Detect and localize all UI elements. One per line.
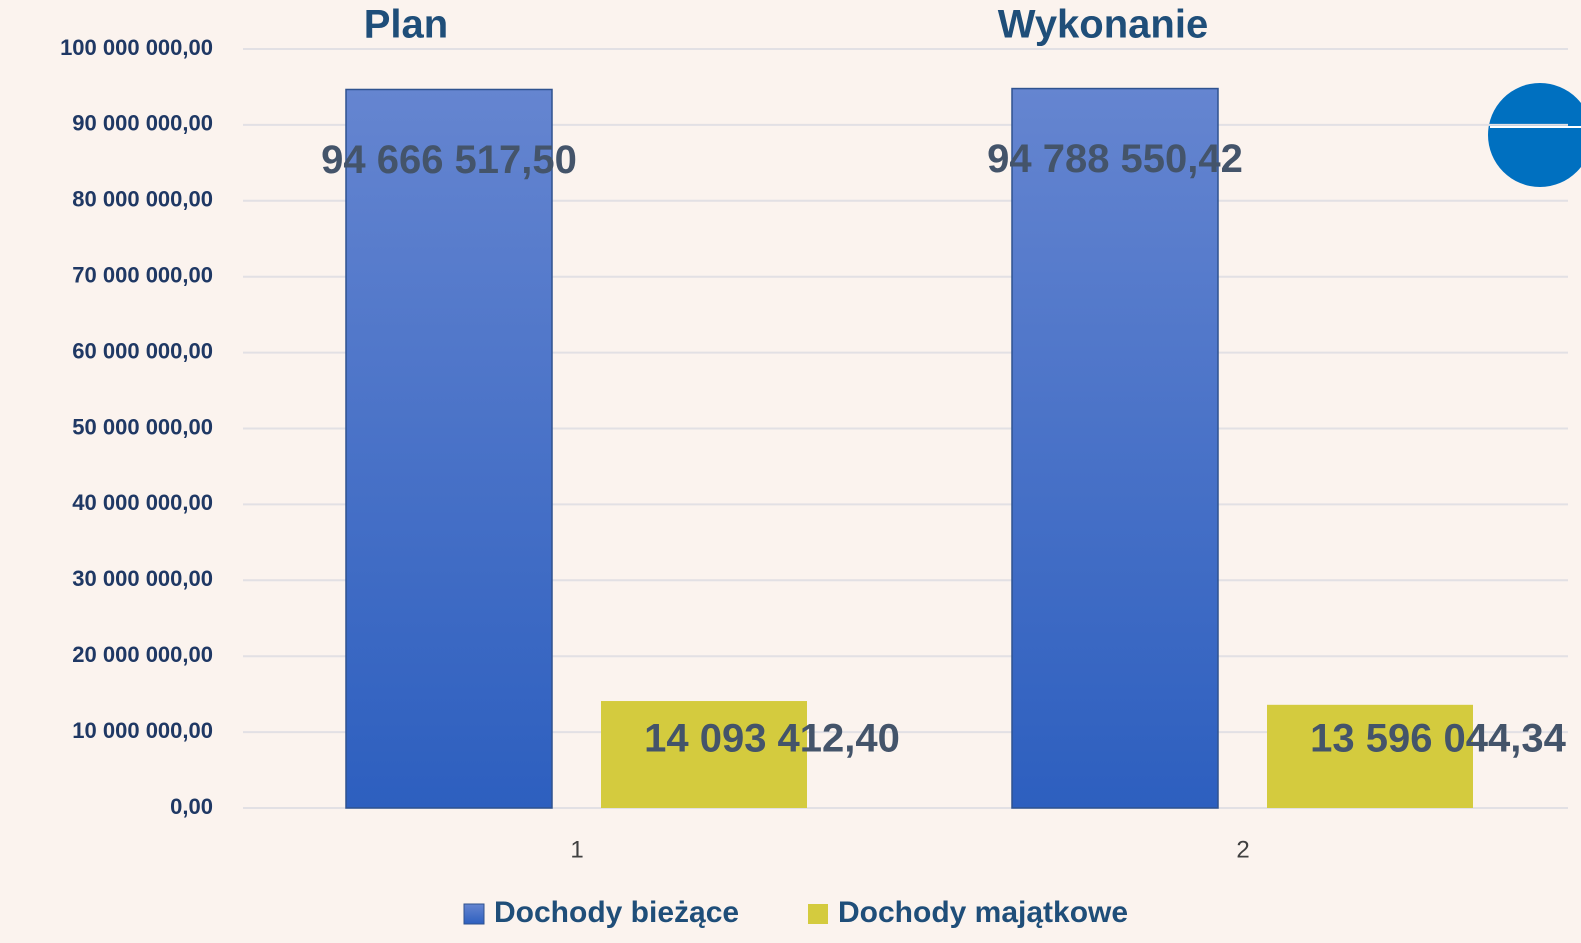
bar	[1011, 87, 1219, 809]
x-tick-label: 1	[570, 836, 583, 863]
annotation: Plan	[364, 3, 448, 47]
labels: 0,00 10 000 000,00 20 000 000,00 30 000 000…	[60, 3, 1567, 929]
data-label: 94 666 517,50	[321, 138, 577, 182]
legend-label: Dochody bieżące	[494, 896, 739, 929]
x-tick-label: 2	[1236, 836, 1249, 863]
y-tick-label: 80 000 000,00	[72, 187, 213, 212]
data-label: 14 093 412,40	[644, 717, 900, 761]
bars	[345, 87, 1473, 809]
bar	[345, 88, 553, 809]
y-tick-label: 20 000 000,00	[72, 642, 213, 667]
y-tick-label: 70 000 000,00	[72, 263, 213, 288]
y-tick-label: 50 000 000,00	[72, 414, 213, 439]
decoration-circle	[1488, 83, 1581, 187]
y-tick-label: 10 000 000,00	[72, 718, 213, 743]
legend-swatch	[808, 904, 828, 924]
y-tick-label: 40 000 000,00	[72, 490, 213, 515]
legend-swatch	[463, 903, 485, 925]
y-tick-label: 0,00	[170, 794, 213, 819]
annotation: Wykonanie	[998, 3, 1208, 47]
legend-label: Dochody majątkowe	[838, 896, 1128, 929]
y-tick-label: 60 000 000,00	[72, 338, 213, 363]
bar	[1267, 704, 1473, 808]
y-tick-label: 90 000 000,00	[72, 111, 213, 136]
data-label: 13 596 044,34	[1310, 717, 1567, 761]
y-tick-label: 100 000 000,00	[60, 35, 213, 60]
y-tick-label: 30 000 000,00	[72, 566, 213, 591]
data-label: 94 788 550,42	[987, 137, 1243, 181]
bar	[601, 701, 807, 808]
